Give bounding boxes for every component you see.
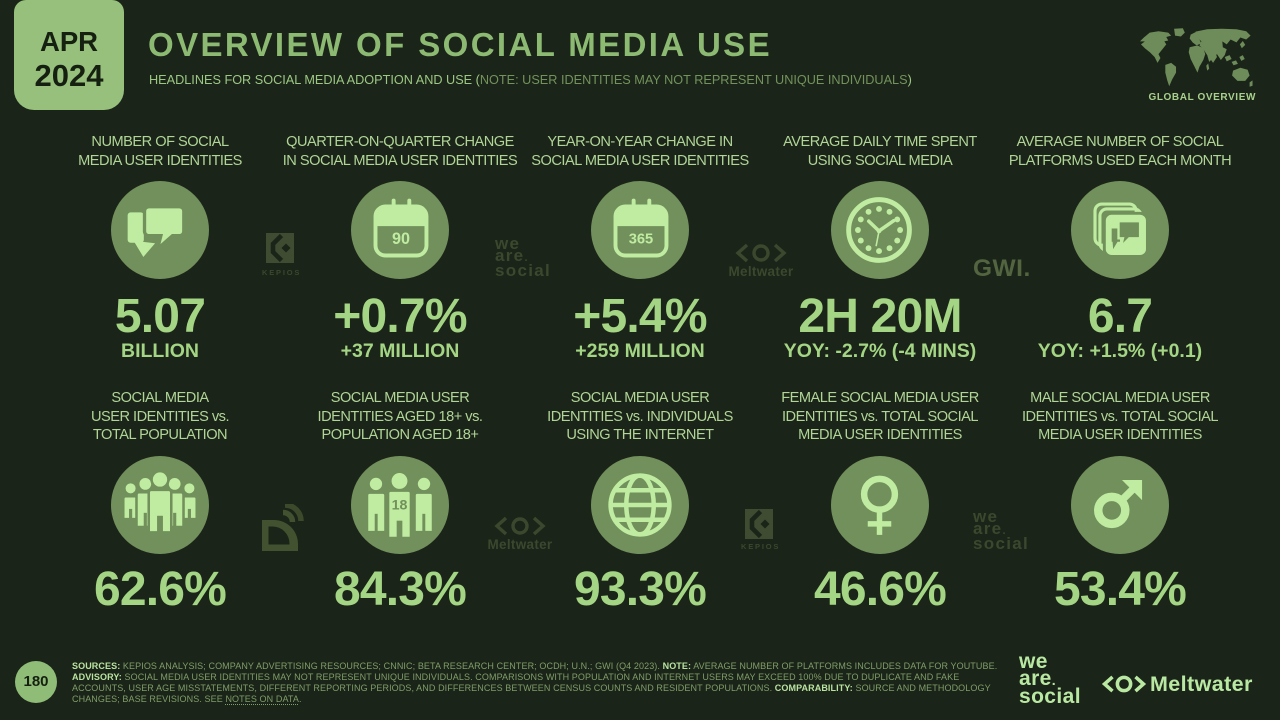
svg-text:365: 365 (629, 232, 654, 248)
svg-text:90: 90 (392, 230, 410, 248)
svg-text:18: 18 (392, 497, 408, 513)
